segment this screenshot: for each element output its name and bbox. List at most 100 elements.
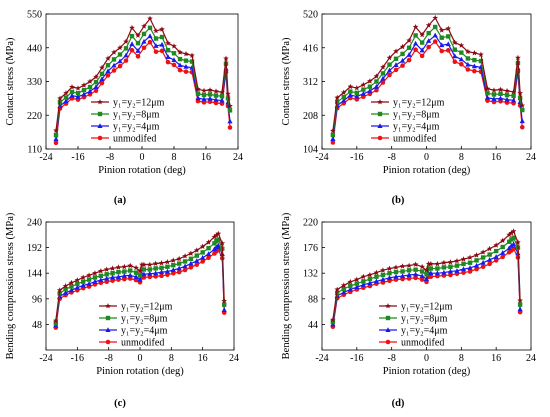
data-point bbox=[63, 98, 69, 104]
data-point bbox=[447, 259, 454, 265]
data-point bbox=[111, 57, 117, 62]
data-point bbox=[517, 302, 523, 307]
data-point bbox=[53, 321, 58, 326]
data-point bbox=[219, 94, 225, 99]
data-point bbox=[105, 68, 111, 74]
legend-label: y₁=y₂=12μm bbox=[401, 302, 453, 313]
data-point bbox=[406, 37, 412, 44]
data-point bbox=[413, 275, 418, 281]
legend-label: y₁=y₂=4μm bbox=[393, 122, 440, 133]
data-point bbox=[57, 95, 63, 101]
data-point bbox=[193, 247, 200, 253]
data-point bbox=[133, 277, 139, 283]
data-point bbox=[213, 232, 220, 238]
legend-marker bbox=[385, 303, 391, 309]
data-point bbox=[354, 90, 360, 96]
y-tick-label: 220 bbox=[27, 111, 42, 122]
data-point bbox=[164, 268, 171, 274]
data-point bbox=[467, 265, 473, 270]
x-tick-label: 8 bbox=[169, 353, 174, 364]
legend-label: y₁=y₂=4μm bbox=[401, 326, 448, 337]
data-point bbox=[446, 34, 451, 39]
data-point bbox=[459, 62, 464, 67]
data-point bbox=[141, 271, 147, 277]
x-tick-label: -24 bbox=[39, 152, 52, 163]
data-point bbox=[164, 259, 171, 265]
data-point bbox=[432, 32, 438, 38]
legend-label: unmodifed bbox=[393, 134, 436, 145]
data-point bbox=[374, 274, 379, 279]
legend-marker bbox=[385, 327, 391, 332]
data-point bbox=[360, 91, 366, 96]
y-tick-label: 192 bbox=[27, 243, 42, 254]
data-point bbox=[504, 96, 510, 102]
data-point bbox=[81, 279, 86, 284]
series-1 bbox=[53, 15, 233, 134]
data-point bbox=[406, 276, 412, 281]
data-point bbox=[353, 84, 360, 91]
data-point bbox=[182, 267, 188, 273]
data-point bbox=[334, 286, 341, 292]
data-point bbox=[227, 125, 233, 130]
data-point bbox=[129, 24, 135, 31]
data-point bbox=[517, 95, 523, 101]
series-2 bbox=[53, 237, 227, 326]
data-point bbox=[367, 78, 373, 84]
data-point bbox=[441, 259, 447, 266]
data-point bbox=[170, 257, 177, 263]
data-point bbox=[69, 89, 75, 95]
y-tick-label: 330 bbox=[27, 77, 42, 88]
data-point bbox=[99, 76, 105, 82]
data-point bbox=[81, 91, 87, 97]
data-point bbox=[116, 269, 121, 275]
y-tick-label: 550 bbox=[27, 10, 42, 21]
data-point bbox=[188, 256, 194, 261]
data-point bbox=[68, 287, 75, 293]
data-point bbox=[153, 266, 158, 271]
data-point bbox=[75, 85, 81, 91]
data-point bbox=[419, 263, 425, 270]
data-point bbox=[219, 89, 225, 95]
data-point bbox=[493, 254, 499, 259]
data-point bbox=[194, 258, 200, 263]
data-point bbox=[412, 23, 419, 30]
data-point bbox=[519, 124, 525, 130]
data-point bbox=[225, 90, 231, 97]
data-point bbox=[393, 67, 399, 73]
data-point bbox=[93, 73, 99, 80]
data-point bbox=[75, 94, 81, 99]
data-point bbox=[419, 47, 425, 53]
data-point bbox=[183, 69, 189, 74]
data-point bbox=[117, 52, 123, 57]
data-point bbox=[86, 272, 92, 278]
data-point bbox=[459, 50, 464, 55]
data-point bbox=[133, 274, 139, 279]
series-1 bbox=[330, 14, 526, 134]
chart-panel-2: -24 -16 -8 0 8 16 24 104 208 312 416 520 Pinion rota… bbox=[281, 10, 536, 207]
data-point bbox=[141, 31, 147, 37]
data-point bbox=[146, 261, 153, 268]
data-point bbox=[426, 30, 431, 36]
data-point bbox=[497, 95, 504, 101]
data-point bbox=[56, 287, 63, 293]
data-point bbox=[432, 39, 438, 44]
x-tick-label: 16 bbox=[201, 152, 211, 163]
data-point bbox=[109, 265, 116, 271]
data-point bbox=[472, 68, 477, 74]
data-point bbox=[123, 52, 129, 58]
data-point bbox=[147, 33, 153, 39]
data-point bbox=[182, 263, 188, 269]
data-point bbox=[386, 275, 393, 280]
data-point bbox=[493, 258, 499, 263]
data-point bbox=[347, 92, 353, 98]
data-point bbox=[188, 250, 194, 256]
data-point bbox=[487, 261, 492, 267]
data-point bbox=[171, 62, 177, 68]
x-tick-label: 8 bbox=[459, 152, 464, 163]
data-point bbox=[511, 93, 516, 98]
data-point bbox=[53, 136, 59, 142]
data-point bbox=[380, 272, 386, 278]
data-point bbox=[177, 56, 183, 62]
data-point bbox=[454, 263, 460, 268]
data-point bbox=[452, 47, 458, 52]
